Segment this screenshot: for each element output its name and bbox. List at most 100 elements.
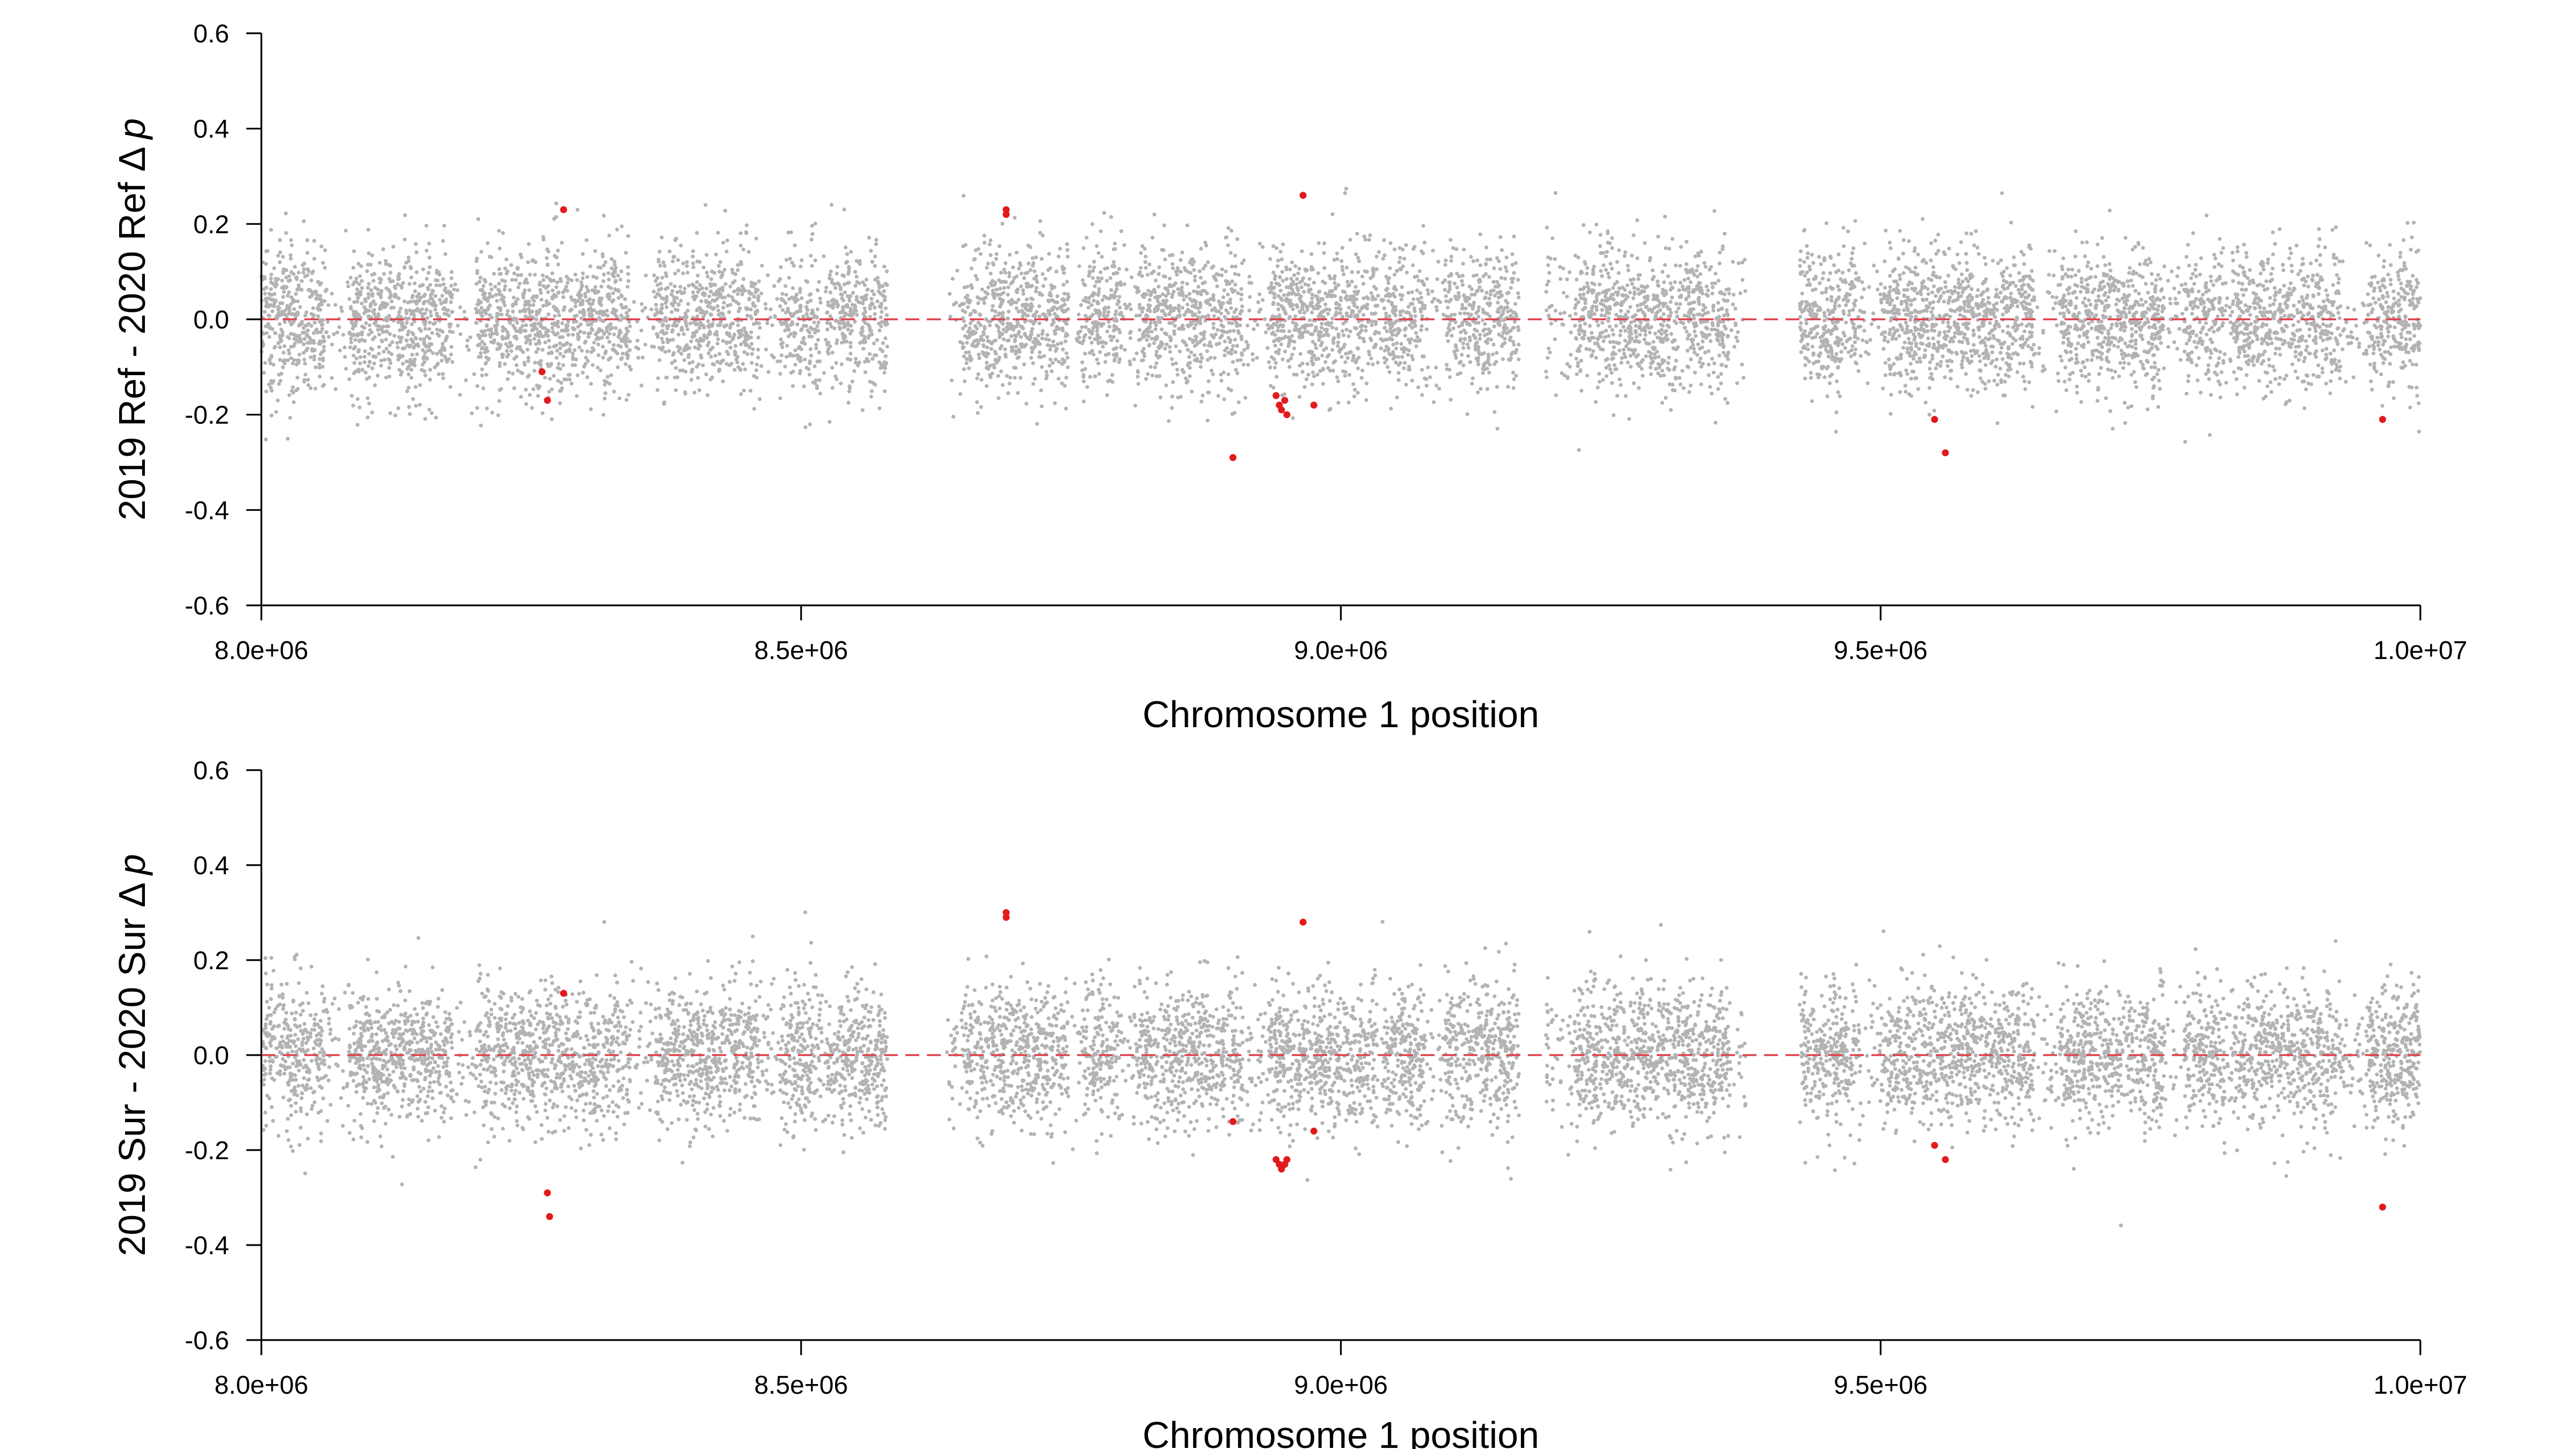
snp-point xyxy=(1579,358,1584,363)
snp-point xyxy=(655,291,660,296)
snp-point xyxy=(1471,259,1476,264)
snp-point xyxy=(2386,273,2390,277)
snp-point xyxy=(2132,370,2136,374)
snp-point xyxy=(1295,277,1299,281)
snp-point xyxy=(997,278,1001,282)
snp-point xyxy=(978,252,983,256)
snp-point xyxy=(1644,354,1648,358)
snp-point xyxy=(601,345,605,349)
snp-point xyxy=(2021,375,2025,379)
snp-point xyxy=(748,389,752,393)
snp-point xyxy=(262,310,267,314)
snp-point xyxy=(830,350,835,355)
snp-point xyxy=(497,267,501,272)
snp-point xyxy=(2273,298,2277,302)
snp-point xyxy=(1192,326,1196,331)
snp-point xyxy=(2030,269,2034,273)
snp-point xyxy=(1487,275,1491,279)
snp-point xyxy=(664,305,669,309)
snp-point xyxy=(693,345,697,349)
snp-point xyxy=(1345,356,1350,360)
snp-point xyxy=(1955,252,1959,257)
snp-point xyxy=(388,264,392,268)
snp-point xyxy=(809,237,814,241)
snp-point xyxy=(1721,343,1725,348)
snp-point xyxy=(1800,291,1804,296)
snp-point xyxy=(1486,353,1491,357)
snp-point xyxy=(2199,330,2203,335)
snp-point xyxy=(743,367,747,371)
snp-point xyxy=(1593,400,1598,404)
snp-point xyxy=(369,288,374,292)
snp-point xyxy=(2119,348,2124,353)
snp-point xyxy=(1813,325,1818,330)
snp-point xyxy=(428,283,433,287)
snp-point xyxy=(1094,244,1099,248)
snp-point xyxy=(583,291,587,296)
snp-point xyxy=(2190,350,2194,355)
snp-point xyxy=(530,328,535,333)
snp-point xyxy=(1323,360,1328,364)
snp-point xyxy=(999,344,1004,348)
snp-point xyxy=(624,362,628,367)
snp-point xyxy=(721,305,726,310)
snp-point xyxy=(2108,268,2113,273)
snp-point xyxy=(670,310,674,314)
snp-point xyxy=(675,375,679,379)
snp-point xyxy=(660,296,664,300)
snp-point xyxy=(1289,356,1293,361)
snp-point xyxy=(725,238,729,243)
snp-point xyxy=(430,331,435,335)
snp-point xyxy=(2094,275,2098,279)
snp-point xyxy=(1891,326,1896,331)
snp-point xyxy=(1362,296,1366,301)
snp-point xyxy=(503,284,508,288)
snp-point xyxy=(365,396,370,400)
snp-point xyxy=(1799,328,1803,332)
snp-point xyxy=(364,321,368,325)
snp-point xyxy=(1546,356,1550,360)
snp-point xyxy=(575,278,579,282)
snp-point xyxy=(1670,295,1674,299)
snp-point xyxy=(784,258,789,262)
snp-point xyxy=(1930,353,1935,357)
snp-point xyxy=(1574,356,1578,361)
snp-point xyxy=(1928,360,1933,364)
snp-point xyxy=(2162,295,2166,300)
snp-point xyxy=(1088,335,1092,340)
snp-point xyxy=(786,230,791,235)
snp-point xyxy=(2306,274,2310,279)
snp-point xyxy=(1929,258,1933,262)
snp-point xyxy=(1634,335,1638,339)
snp-point xyxy=(2146,350,2150,355)
snp-point xyxy=(281,350,286,355)
snp-point xyxy=(969,266,974,270)
snp-point xyxy=(2307,334,2311,338)
snp-point xyxy=(294,292,298,296)
snp-point xyxy=(2106,349,2110,354)
snp-point xyxy=(1396,378,1401,382)
snp-point xyxy=(2409,247,2413,252)
snp-point xyxy=(585,375,589,379)
snp-point xyxy=(765,321,770,325)
snp-point xyxy=(427,407,431,412)
snp-point xyxy=(1946,320,1950,325)
snp-point xyxy=(1901,346,1906,350)
snp-point xyxy=(367,401,371,406)
snp-point xyxy=(1315,372,1320,377)
snp-point xyxy=(2127,293,2131,297)
snp-point xyxy=(1037,350,1042,355)
snp-point xyxy=(1511,386,1516,390)
snp-point xyxy=(479,423,483,428)
snp-point xyxy=(808,347,813,352)
snp-point xyxy=(1834,352,1839,356)
snp-point xyxy=(1022,362,1026,367)
snp-point xyxy=(619,269,624,274)
snp-point xyxy=(511,371,515,376)
snp-point xyxy=(649,307,654,312)
snp-point xyxy=(280,301,284,305)
snp-point xyxy=(1677,376,1682,380)
snp-point xyxy=(1592,265,1596,269)
snp-point xyxy=(1410,378,1414,383)
snp-point xyxy=(1565,295,1569,299)
